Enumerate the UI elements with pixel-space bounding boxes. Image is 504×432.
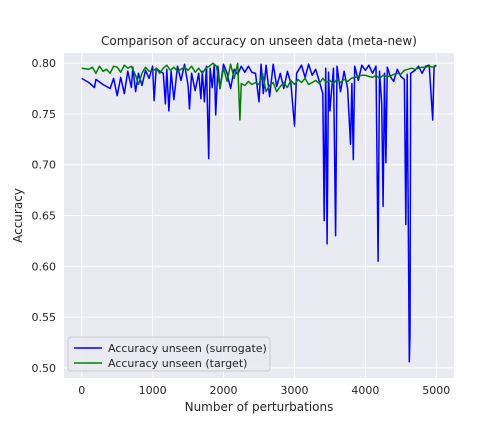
y-tick-label: 0.60 (32, 260, 57, 273)
series-layer (81, 62, 437, 363)
series-line-target (81, 62, 437, 121)
y-tick-label: 0.80 (32, 57, 57, 70)
legend-box (67, 336, 271, 372)
legend-label-surrogate: Accuracy unseen (surrogate) (108, 342, 267, 355)
x-tick-label: 1000 (139, 384, 167, 397)
y-tick-label: 0.55 (32, 311, 57, 324)
y-tick-label: 0.70 (32, 159, 57, 172)
x-tick-label: 4000 (351, 384, 379, 397)
y-axis-label: Accuracy (11, 188, 25, 243)
x-axis-ticks: 0 1000 2000 3000 4000 5000 (78, 384, 450, 397)
legend: Accuracy unseen (surrogate) Accuracy unse… (67, 336, 271, 372)
x-axis-label: Number of perturbations (185, 400, 334, 414)
x-tick-label: 0 (78, 384, 85, 397)
x-tick-label: 2000 (210, 384, 238, 397)
y-tick-label: 0.65 (32, 210, 57, 223)
x-tick-label: 3000 (280, 384, 308, 397)
y-tick-label: 0.50 (32, 362, 57, 375)
y-axis-ticks: 0.50 0.55 0.60 0.65 0.70 0.75 0.80 (32, 57, 57, 375)
x-tick-label: 5000 (422, 384, 450, 397)
y-tick-label: 0.75 (32, 108, 57, 121)
chart-title: Comparison of accuracy on unseen data (m… (101, 34, 417, 48)
legend-label-target: Accuracy unseen (target) (108, 357, 247, 370)
grid-lines (64, 53, 454, 378)
